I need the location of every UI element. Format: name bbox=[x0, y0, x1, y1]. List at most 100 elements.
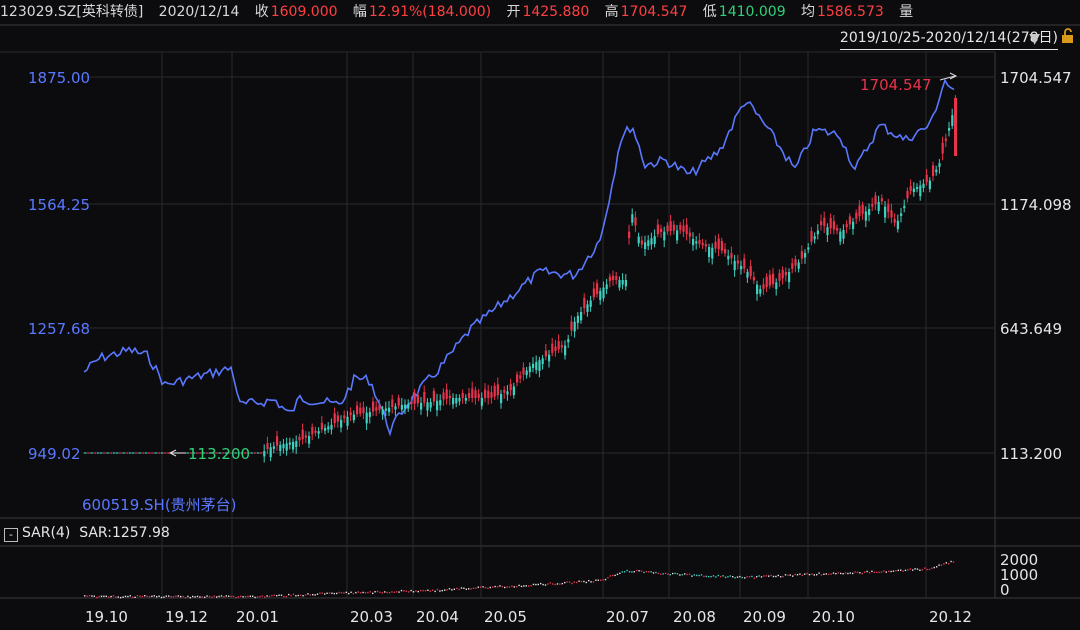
sar-dot bbox=[525, 585, 527, 587]
candle bbox=[493, 385, 496, 397]
candle bbox=[682, 225, 685, 232]
candle bbox=[522, 367, 525, 375]
candle bbox=[698, 240, 701, 244]
sar-dot bbox=[273, 594, 275, 596]
candle bbox=[832, 221, 835, 230]
sar-dot bbox=[674, 572, 676, 575]
sar-dot bbox=[307, 593, 309, 595]
candle bbox=[509, 383, 512, 391]
candle bbox=[637, 236, 640, 244]
sar-dot bbox=[422, 589, 424, 592]
sar-dot bbox=[873, 571, 875, 574]
sar-dot bbox=[868, 572, 871, 574]
candle bbox=[736, 260, 739, 264]
sar-dot bbox=[643, 571, 645, 574]
sar-dot bbox=[160, 596, 163, 599]
sar-tick-label: 0 bbox=[1000, 581, 1010, 599]
sar-dot bbox=[614, 574, 616, 577]
candle bbox=[877, 201, 880, 211]
dropdown-triangle-icon[interactable]: ▼ bbox=[1029, 31, 1040, 47]
sar-dot bbox=[357, 591, 359, 593]
candle bbox=[477, 393, 480, 398]
sar-dot bbox=[148, 596, 151, 598]
sar-dot bbox=[484, 587, 487, 589]
sar-dot bbox=[429, 590, 431, 592]
candle bbox=[903, 205, 906, 209]
left-tick-label: 1564.25 bbox=[28, 196, 90, 214]
sar-dot bbox=[211, 596, 213, 598]
candle bbox=[612, 275, 615, 280]
sar-dot bbox=[602, 579, 604, 581]
unlock-icon[interactable] bbox=[1060, 28, 1076, 44]
candle bbox=[765, 276, 768, 288]
candle bbox=[528, 366, 531, 373]
sar-dot bbox=[866, 570, 868, 573]
left-tick-label: 949.02 bbox=[28, 445, 81, 463]
x-axis-label: 20.01 bbox=[236, 608, 279, 626]
open-label: 开 bbox=[506, 4, 521, 20]
sar-dot bbox=[559, 583, 561, 585]
date-range-selector[interactable]: 2019/10/25-2020/12/14(278日) bbox=[839, 27, 1058, 50]
candle bbox=[740, 266, 743, 270]
x-axis-label: 20.03 bbox=[350, 608, 393, 626]
candle bbox=[452, 398, 455, 405]
sar-dot bbox=[424, 589, 427, 592]
candle bbox=[279, 444, 282, 452]
candle bbox=[407, 404, 410, 409]
candle bbox=[541, 358, 544, 365]
candle bbox=[884, 206, 887, 218]
candle bbox=[512, 386, 515, 396]
sar-dot bbox=[640, 570, 643, 572]
sar-dot bbox=[837, 572, 839, 574]
sar-name[interactable]: SAR(4) bbox=[22, 525, 71, 541]
collapse-box-icon[interactable]: - bbox=[4, 528, 18, 542]
sar-dot bbox=[184, 596, 187, 599]
sar-dot bbox=[410, 589, 412, 592]
left-tick-label: 1875.00 bbox=[28, 69, 90, 87]
sar-dot bbox=[388, 591, 391, 594]
candle bbox=[336, 415, 339, 422]
sar-dot bbox=[141, 595, 143, 598]
sar-dot bbox=[763, 575, 765, 577]
sar-dot bbox=[655, 571, 657, 574]
sar-dot bbox=[381, 592, 383, 594]
candle bbox=[320, 422, 323, 430]
candle bbox=[749, 265, 752, 277]
sar-dot bbox=[549, 582, 551, 584]
candle bbox=[829, 217, 832, 229]
sar-dot bbox=[871, 570, 873, 573]
overlay-price-line bbox=[83, 78, 955, 437]
sar-dot bbox=[448, 588, 451, 590]
candle bbox=[429, 402, 432, 408]
sar-dot bbox=[331, 592, 333, 594]
candle bbox=[912, 188, 915, 192]
sar-dot bbox=[796, 573, 799, 576]
sar-dot bbox=[842, 573, 844, 575]
sar-dot bbox=[832, 572, 835, 574]
candle bbox=[285, 443, 288, 451]
candle bbox=[525, 370, 528, 376]
candle bbox=[909, 186, 912, 191]
candle bbox=[896, 220, 899, 230]
right-tick-label: 1174.098 bbox=[1000, 196, 1072, 214]
sar-dot bbox=[650, 571, 652, 573]
sar-dot bbox=[316, 593, 319, 595]
sar-dot bbox=[931, 567, 933, 569]
sar-dot bbox=[727, 576, 729, 578]
candle bbox=[560, 345, 563, 348]
candle bbox=[602, 287, 605, 299]
sar-dot bbox=[715, 576, 717, 578]
sar-dot bbox=[861, 572, 863, 575]
security-code[interactable]: 123029.SZ[英科转债] bbox=[0, 4, 144, 20]
sar-dot bbox=[897, 569, 899, 572]
min-price-annotation: 113.200 bbox=[188, 445, 250, 463]
sar-dot bbox=[895, 570, 897, 572]
x-axis-label: 20.07 bbox=[606, 608, 649, 626]
candle bbox=[404, 404, 407, 409]
candle bbox=[621, 280, 624, 285]
sar-dot bbox=[374, 591, 376, 593]
sar-dot bbox=[696, 574, 698, 577]
sar-dot bbox=[91, 595, 93, 597]
candle bbox=[596, 283, 599, 294]
